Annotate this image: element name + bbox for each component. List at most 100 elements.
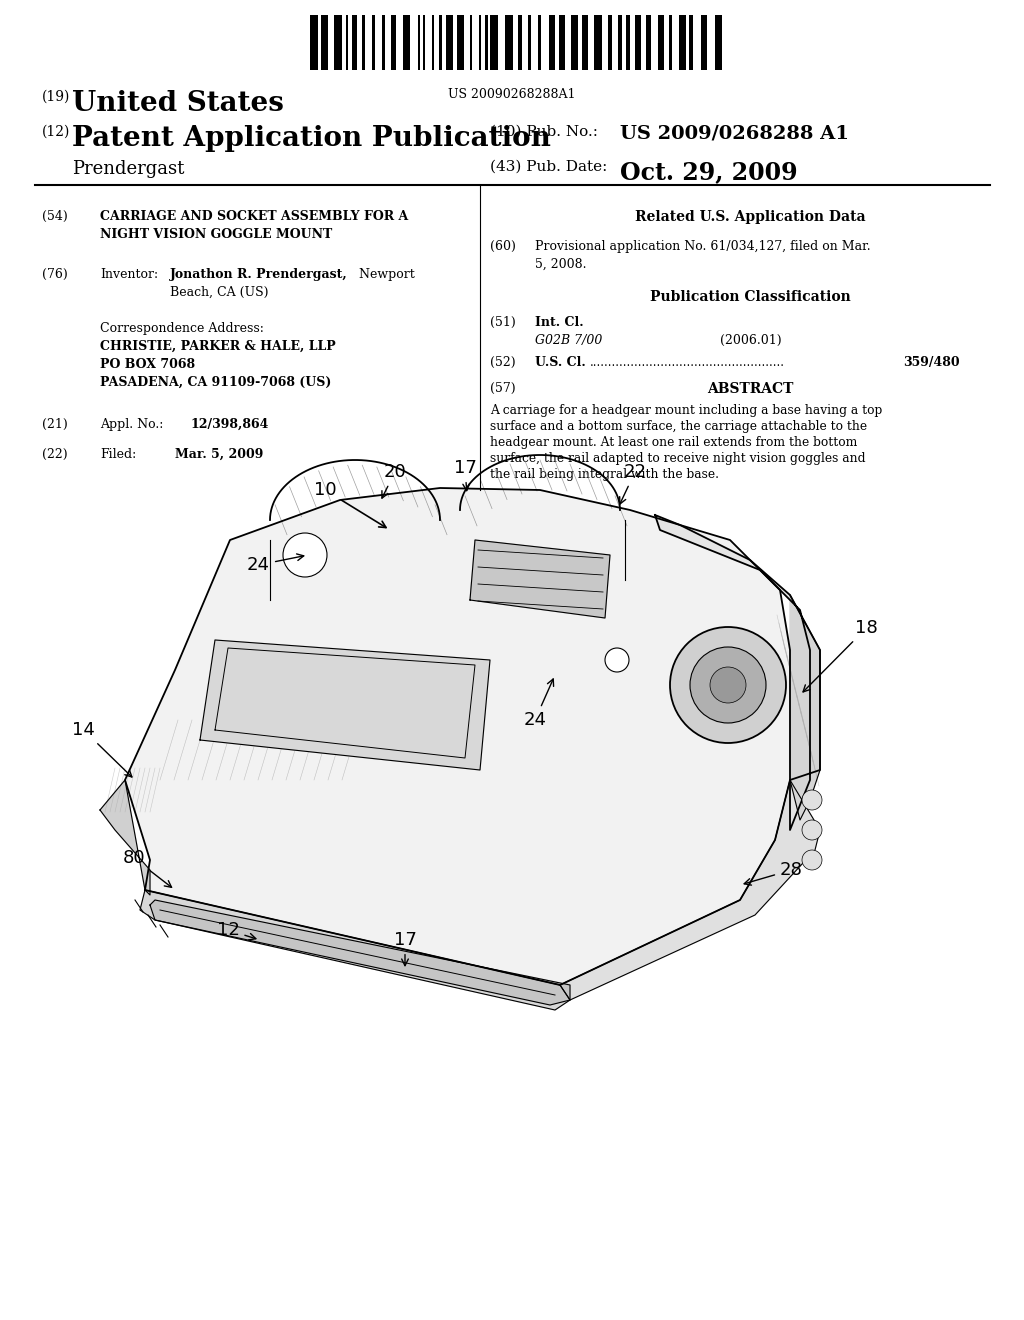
Bar (549, 15, 555, 70)
Bar (559, 15, 565, 70)
Text: Appl. No.:: Appl. No.: (100, 418, 164, 432)
Text: (51): (51) (490, 315, 516, 329)
Circle shape (690, 647, 766, 723)
Bar (582, 15, 588, 70)
Text: surface and a bottom surface, the carriage attachable to the: surface and a bottom surface, the carria… (490, 420, 867, 433)
Text: Int. Cl.: Int. Cl. (535, 315, 584, 329)
Polygon shape (655, 515, 820, 830)
Text: Mar. 5, 2009: Mar. 5, 2009 (175, 447, 263, 461)
Polygon shape (140, 890, 570, 1010)
Text: (52): (52) (490, 356, 516, 370)
Bar (439, 15, 442, 70)
Text: 12/398,864: 12/398,864 (190, 418, 268, 432)
Bar (490, 15, 498, 70)
Text: Inventor:: Inventor: (100, 268, 158, 281)
Text: 17: 17 (393, 931, 417, 966)
Text: (21): (21) (42, 418, 68, 432)
Circle shape (605, 648, 629, 672)
Bar (322, 15, 328, 70)
Text: (12): (12) (42, 125, 71, 139)
Bar (715, 15, 722, 70)
Text: Beach, CA (US): Beach, CA (US) (170, 286, 268, 300)
Circle shape (670, 627, 786, 743)
Text: Newport: Newport (355, 268, 415, 281)
Text: U.S. Cl.: U.S. Cl. (535, 356, 586, 370)
Text: 24: 24 (247, 554, 304, 574)
Text: Patent Application Publication: Patent Application Publication (72, 125, 551, 152)
Circle shape (710, 667, 746, 704)
Text: NIGHT VISION GOGGLE MOUNT: NIGHT VISION GOGGLE MOUNT (100, 228, 332, 242)
Bar (618, 15, 623, 70)
Text: Filed:: Filed: (100, 447, 136, 461)
Bar (700, 15, 708, 70)
Bar (689, 15, 693, 70)
Polygon shape (200, 640, 490, 770)
Text: 14: 14 (72, 721, 132, 777)
Text: Jonathon R. Prendergast,: Jonathon R. Prendergast, (170, 268, 348, 281)
Text: Oct. 29, 2009: Oct. 29, 2009 (620, 160, 798, 183)
Circle shape (283, 533, 327, 577)
Bar (539, 15, 541, 70)
Text: A carriage for a headgear mount including a base having a top: A carriage for a headgear mount includin… (490, 404, 883, 417)
Text: (10) Pub. No.:: (10) Pub. No.: (490, 125, 598, 139)
Polygon shape (100, 780, 150, 895)
Polygon shape (125, 488, 790, 985)
Bar (626, 15, 630, 70)
Bar (310, 15, 317, 70)
Text: (19): (19) (42, 90, 71, 104)
Text: United States: United States (72, 90, 284, 117)
Text: (57): (57) (490, 381, 516, 395)
Bar (432, 15, 434, 70)
Text: Correspondence Address:: Correspondence Address: (100, 322, 264, 335)
Circle shape (802, 850, 822, 870)
Text: US 20090268288A1: US 20090268288A1 (449, 88, 575, 102)
Bar (657, 15, 664, 70)
Text: 80: 80 (123, 849, 172, 887)
Text: (54): (54) (42, 210, 68, 223)
Text: 18: 18 (803, 619, 878, 692)
Bar (457, 15, 464, 70)
Text: ABSTRACT: ABSTRACT (707, 381, 794, 396)
Text: G02B 7/00: G02B 7/00 (535, 334, 602, 347)
Text: 17: 17 (454, 459, 476, 491)
Text: 28: 28 (744, 861, 803, 886)
Text: 12: 12 (216, 921, 256, 940)
Text: (43) Pub. Date:: (43) Pub. Date: (490, 160, 607, 174)
Bar (418, 15, 421, 70)
Circle shape (802, 820, 822, 840)
Text: 359/480: 359/480 (903, 356, 961, 370)
Bar (594, 15, 602, 70)
Text: (60): (60) (490, 240, 516, 253)
Bar (571, 15, 578, 70)
Bar (372, 15, 375, 70)
Bar (470, 15, 472, 70)
Bar (679, 15, 686, 70)
Bar (362, 15, 365, 70)
Bar (391, 15, 396, 70)
Text: 24: 24 (523, 678, 554, 729)
Bar (518, 15, 522, 70)
Polygon shape (560, 780, 820, 1001)
Bar (635, 15, 641, 70)
Bar (485, 15, 487, 70)
Text: Related U.S. Application Data: Related U.S. Application Data (635, 210, 865, 224)
Text: PO BOX 7068: PO BOX 7068 (100, 358, 196, 371)
Text: CHRISTIE, PARKER & HALE, LLP: CHRISTIE, PARKER & HALE, LLP (100, 341, 336, 352)
Bar (423, 15, 425, 70)
Text: headgear mount. At least one rail extends from the bottom: headgear mount. At least one rail extend… (490, 436, 857, 449)
Text: Provisional application No. 61/034,127, filed on Mar.: Provisional application No. 61/034,127, … (535, 240, 870, 253)
Bar (334, 15, 342, 70)
Bar (528, 15, 530, 70)
Bar (382, 15, 385, 70)
Polygon shape (790, 595, 820, 820)
Bar (608, 15, 612, 70)
Text: Prendergast: Prendergast (72, 160, 184, 178)
Text: 20: 20 (382, 463, 407, 498)
Bar (506, 15, 513, 70)
Bar (402, 15, 411, 70)
Text: surface, the rail adapted to receive night vision goggles and: surface, the rail adapted to receive nig… (490, 451, 865, 465)
Polygon shape (470, 540, 610, 618)
Bar (669, 15, 672, 70)
Text: the rail being integral with the base.: the rail being integral with the base. (490, 469, 719, 480)
Text: (76): (76) (42, 268, 68, 281)
